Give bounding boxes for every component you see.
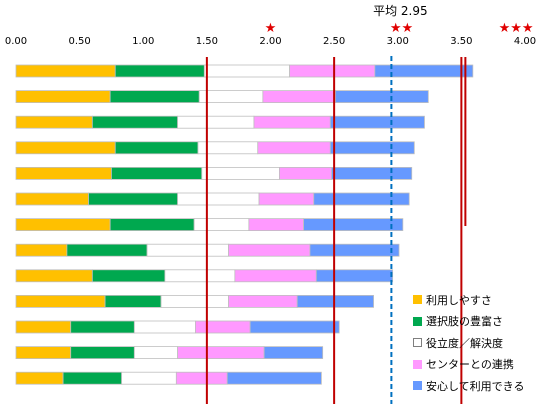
bar-segment [15, 346, 72, 360]
bar-segment [249, 320, 340, 334]
legend-item: 選択肢の豊富さ [413, 311, 545, 333]
bar-segment [203, 64, 290, 78]
bar-segment [331, 166, 413, 180]
bar-segment [15, 64, 116, 78]
bar-segment [253, 115, 331, 129]
x-tick-label: 3.00 [387, 36, 409, 47]
bar-segment [15, 243, 68, 257]
x-tick-label: 2.00 [259, 36, 281, 47]
x-tick-label: 1.50 [196, 36, 218, 47]
bar-segment [262, 90, 336, 103]
legend-item: 安心して利用できる [413, 375, 545, 397]
bar-segment [164, 269, 236, 283]
star-marker: ★★ [390, 21, 413, 36]
bar-segment [329, 115, 425, 129]
bar-segment [296, 294, 374, 308]
bar-segment [15, 166, 112, 180]
bar-segment [15, 218, 111, 232]
bars [15, 64, 474, 385]
bar-segment [334, 90, 429, 103]
bar-segment [234, 269, 317, 283]
bar-segment [91, 115, 179, 129]
legend-item: 利用しやすさ [413, 289, 545, 311]
bar-segment [15, 269, 93, 283]
star-marker: ★ [265, 21, 277, 36]
bar-segment [279, 166, 332, 180]
legend-swatch [413, 295, 422, 305]
legend-item: センターとの連携 [413, 354, 545, 376]
legend-label: 役立度／解決度 [426, 336, 503, 350]
x-tick-label: 2.50 [323, 36, 345, 47]
bar-segment [133, 346, 179, 360]
bar-segment [195, 320, 251, 334]
bar-segment [160, 294, 229, 308]
legend: 利用しやすさ 選択肢の豊富さ 役立度／解決度 センターとの連携 安心して利用できる [413, 289, 545, 397]
bar-segment [374, 64, 474, 78]
bar-segment [15, 320, 72, 334]
bar-segment [257, 141, 331, 155]
legend-label: センターとの連携 [426, 358, 514, 372]
reference-lines [205, 56, 467, 404]
x-tick-label: 3.50 [450, 36, 472, 47]
legend-label: 利用しやすさ [426, 293, 492, 307]
bar-segment [313, 192, 410, 206]
star-marker: ★★★ [499, 21, 534, 36]
bar-segment [177, 192, 260, 206]
bar-segment [62, 371, 123, 385]
x-tick-label: 0.50 [68, 36, 90, 47]
bar-segment [303, 218, 404, 232]
x-tick-label: 1.00 [132, 36, 154, 47]
x-axis-tick-labels: 0.00 0.50 1.00 1.50 2.00 2.50 3.00 3.50 4.00 [5, 36, 536, 47]
bar-segment [263, 346, 324, 360]
bar-segment [258, 192, 315, 206]
bar-segment [175, 371, 228, 385]
bar-segment [109, 218, 195, 232]
bar-segment [70, 320, 135, 334]
average-label: 平均 2.95 [373, 4, 428, 18]
legend-swatch [413, 381, 422, 391]
legend-item: 役立度／解決度 [413, 332, 545, 354]
bar-segment [133, 320, 196, 334]
average-label-text: 平均 2.95 [373, 4, 428, 18]
legend-swatch [413, 316, 422, 326]
bar-segment [177, 115, 255, 129]
bar-segment [228, 243, 311, 257]
star-markers: ★ ★★ ★★★ [265, 21, 534, 36]
bar-segment [228, 294, 298, 308]
bar-segment [198, 90, 264, 103]
bar-segment [329, 141, 415, 155]
bar-segment [201, 166, 280, 180]
bar-segment [15, 294, 106, 308]
legend-label: 安心して利用できる [426, 379, 525, 393]
bar-segment [309, 243, 400, 257]
bar-segment [66, 243, 148, 257]
bar-segment [121, 371, 177, 385]
bar-segment [114, 141, 199, 155]
bar-segment [315, 269, 394, 283]
bar-segment [15, 192, 89, 206]
bar-segment [15, 90, 111, 103]
legend-swatch [413, 338, 422, 348]
x-tick-label: 4.00 [514, 36, 536, 47]
bar-segment [109, 90, 200, 103]
bar-segment [15, 371, 64, 385]
bar-segment [289, 64, 376, 78]
bar-segment [70, 346, 135, 360]
bar-segment [15, 115, 93, 129]
x-tick-label: 0.00 [5, 36, 27, 47]
bar-segment [226, 371, 322, 385]
bar-segment [177, 346, 265, 360]
bar-segment [15, 141, 116, 155]
bar-segment [88, 192, 179, 206]
bar-segment [114, 64, 205, 78]
bar-segment [248, 218, 304, 232]
bar-segment [193, 218, 250, 232]
bar-segment [146, 243, 229, 257]
bar-segment [111, 166, 203, 180]
bar-segment [91, 269, 166, 283]
bar-segment [104, 294, 162, 308]
legend-swatch [413, 359, 422, 369]
legend-label: 選択肢の豊富さ [426, 315, 503, 329]
